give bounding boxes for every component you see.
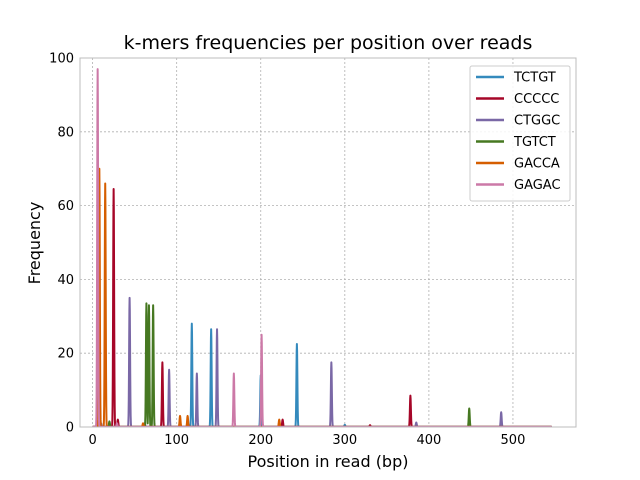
plot-frame: [79, 57, 577, 428]
y-tick-label: 0: [66, 421, 74, 436]
legend-item: GAGAC: [476, 178, 561, 193]
y-tick-label: 60: [57, 199, 74, 214]
legend-item: TGTCT: [476, 135, 556, 150]
legend-item: CCCCC: [476, 92, 559, 107]
x-tick-label: 500: [501, 433, 526, 448]
y-tick-label: 100: [49, 52, 74, 67]
legend-label: TCTGT: [513, 71, 556, 86]
y-tick-label: 20: [57, 347, 74, 362]
y-axis-label: Frequency: [25, 202, 44, 285]
plot-area: 0 100 200 300 400 500 0 20 40 60 80 100 TCTGT CCCCC CT…: [49, 52, 577, 448]
legend-item: CTGGC: [476, 114, 560, 129]
legend-label: CCCCC: [514, 92, 559, 107]
x-tick-label: 200: [248, 433, 273, 448]
legend-label: GACCA: [514, 157, 560, 172]
x-tick-label: 0: [88, 433, 96, 448]
x-tick-label: 400: [416, 433, 441, 448]
legend: TCTGT CCCCC CTGGC TGTCT GACCA GAGAC: [469, 65, 571, 202]
x-tick-label: 300: [332, 433, 357, 448]
legend-item: GACCA: [476, 157, 560, 172]
chart-title: k-mers frequencies per position over rea…: [124, 32, 533, 54]
x-axis-label: Position in read (bp): [248, 452, 409, 471]
legend-label: GAGAC: [514, 178, 561, 193]
legend-item: TCTGT: [476, 71, 556, 86]
y-tick-label: 80: [57, 125, 74, 140]
legend-label: CTGGC: [514, 114, 560, 129]
y-tick-label: 40: [57, 273, 74, 288]
x-tick-label: 100: [164, 433, 189, 448]
legend-label: TGTCT: [513, 135, 556, 150]
